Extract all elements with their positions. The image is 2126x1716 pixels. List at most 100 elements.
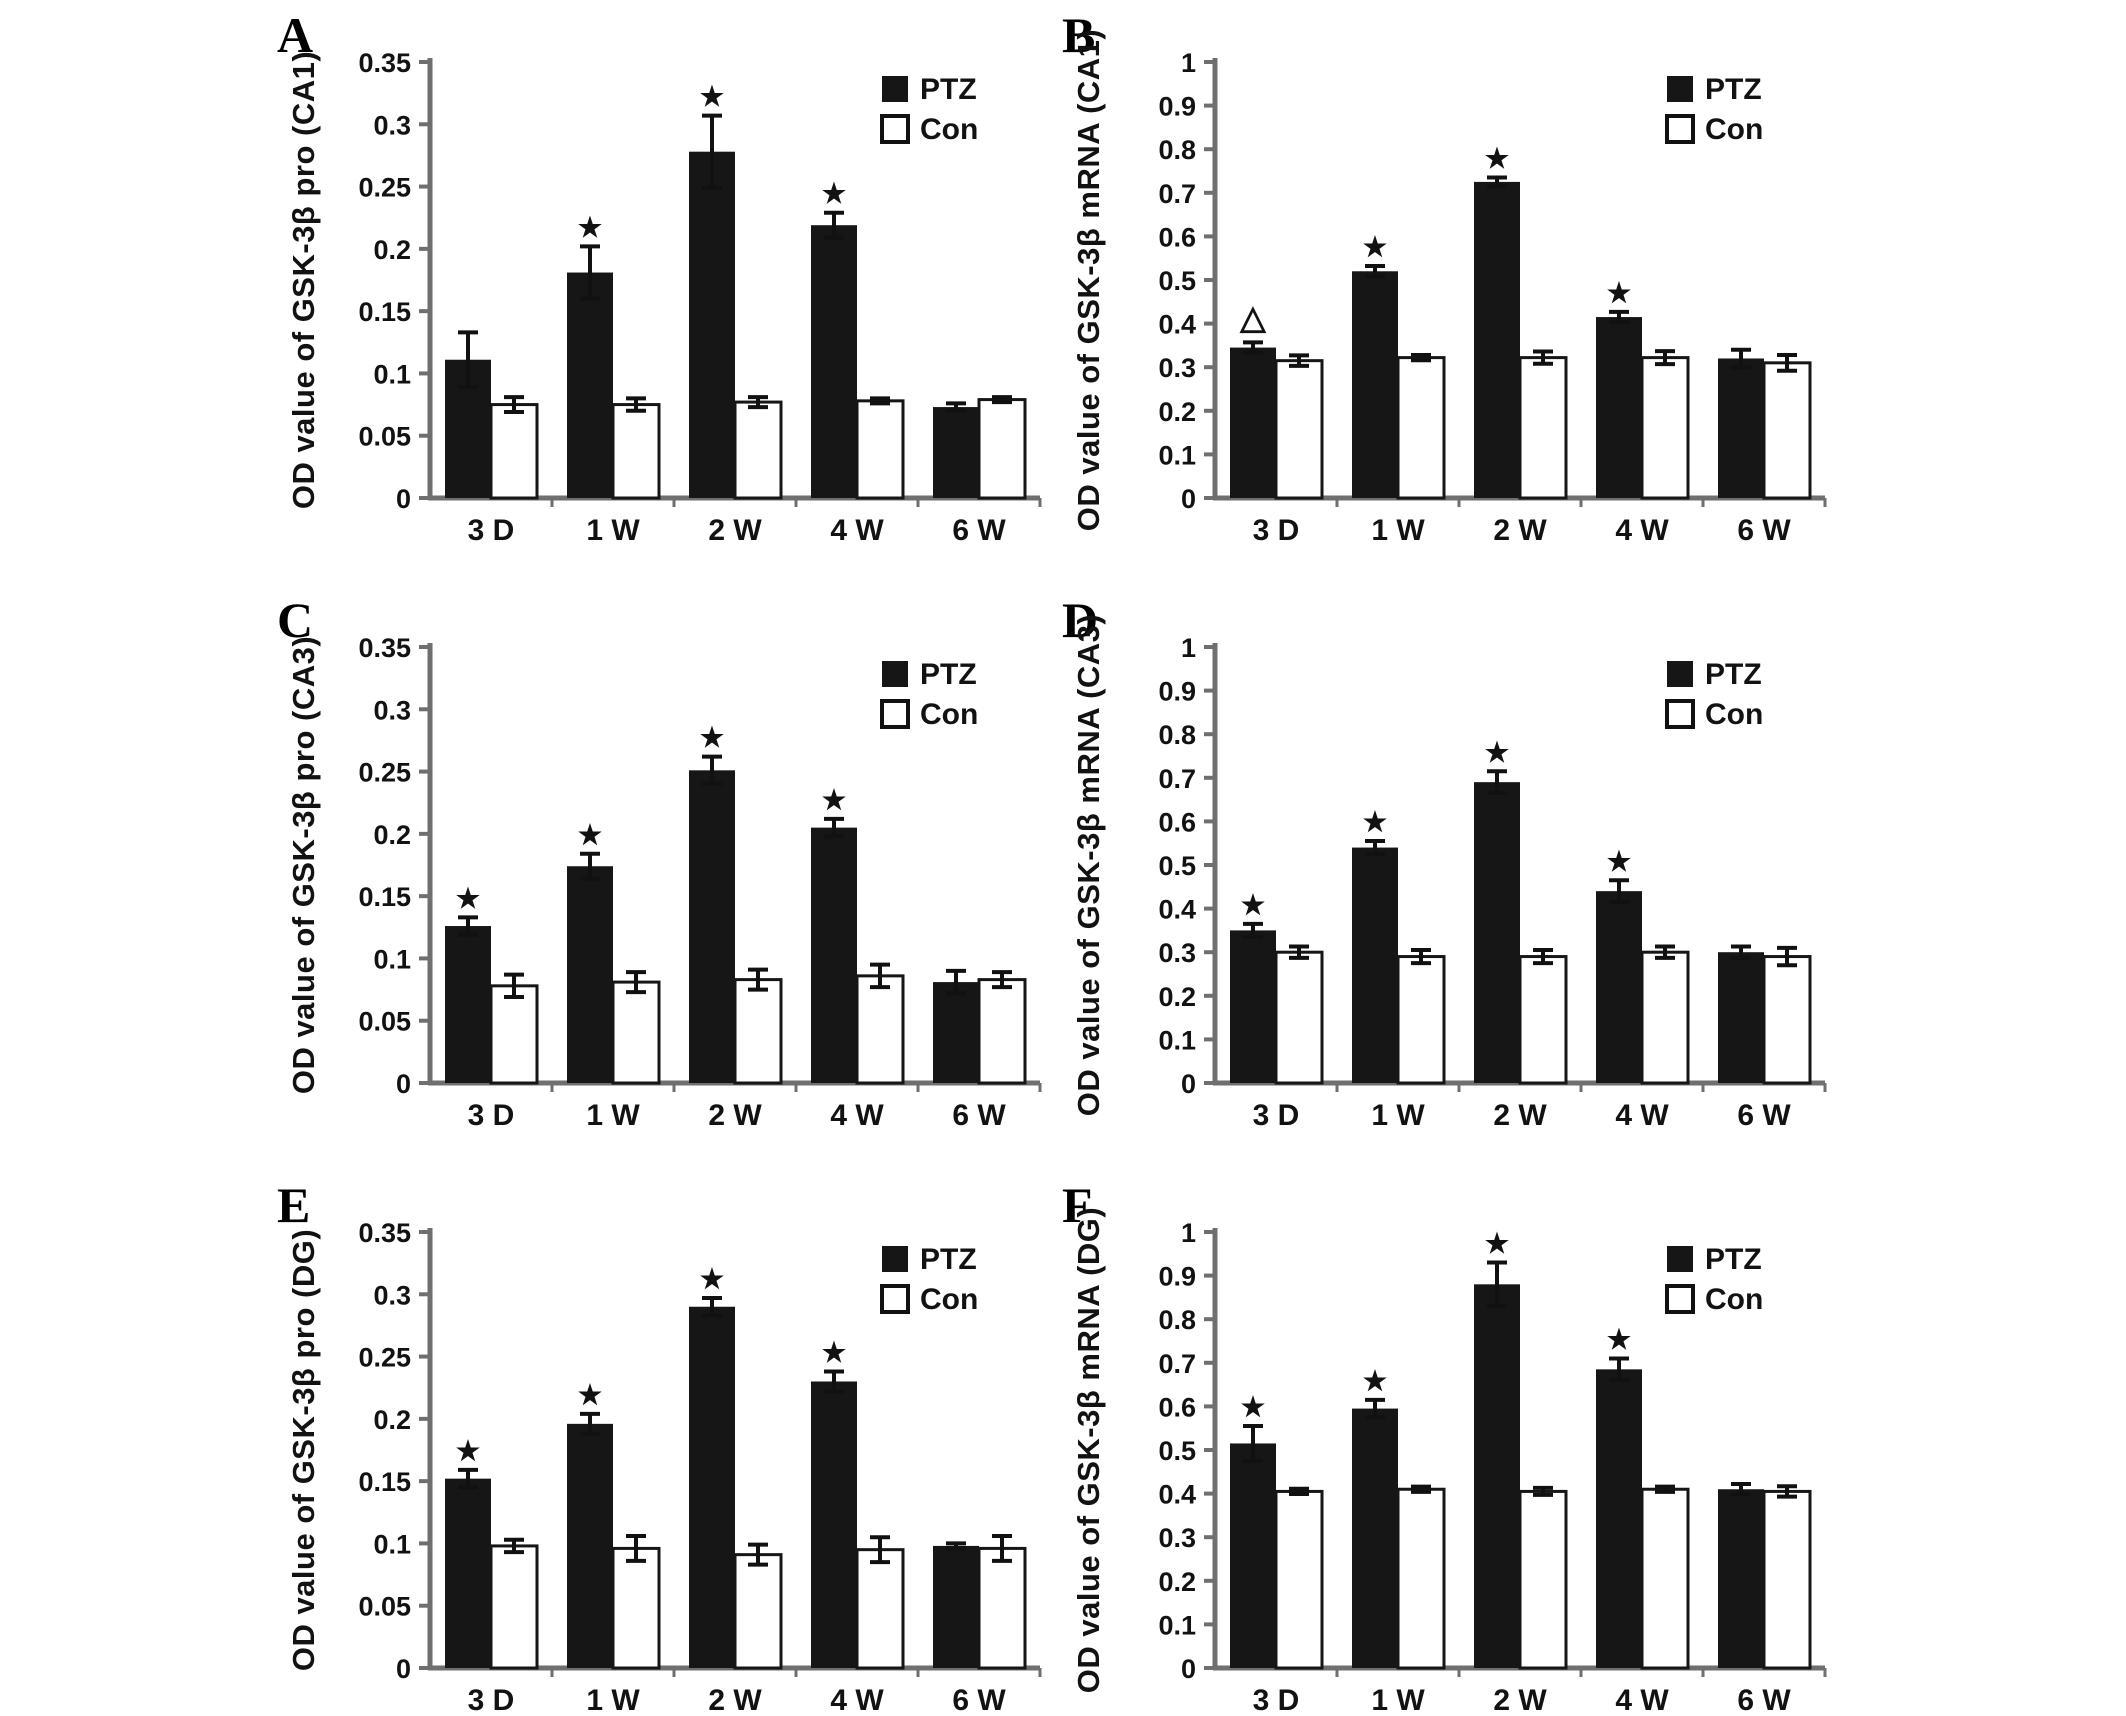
significance-star: ★ [456,883,480,913]
x-category-label: 2 W [1493,514,1547,547]
significance-star: ★ [1363,807,1387,837]
y-tick-label: 0.6 [1158,222,1196,252]
bar-chart-gsk3b-mrna-ca1: 0 0.1 0.2 0.3 0.4 0.5 0.6 0.7 0.8 0.9 1 OD value of… [1071,29,1827,547]
y-tick-label: 0.3 [1158,1523,1196,1553]
y-tick-label: 0.2 [373,235,411,265]
x-category-label: 6 W [952,1684,1006,1716]
y-tick-label: 0.7 [1158,1349,1196,1379]
x-category-label: 3 D [1253,1099,1300,1132]
x-category-label: 1 W [586,1099,640,1132]
con-bar [1518,356,1568,500]
ptz-bar [567,866,613,1083]
y-tick-label: 0.25 [358,173,411,203]
con-bar [611,1546,661,1670]
y-tick-label: 0.25 [358,1343,411,1373]
con-bar [611,980,661,1085]
ptz-bar [445,926,491,1083]
y-tick-label: 0.2 [373,820,411,850]
legend-ptz-swatch [1667,661,1693,687]
y-tick-label: 0.9 [1158,1262,1196,1292]
y-tick-label: 0 [396,1069,411,1099]
y-tick-label: 0 [1181,484,1196,514]
panel-letter-d: D [1062,592,1099,648]
significance-star: ★ [578,820,602,850]
y-tick-label: 1 [1181,1218,1196,1248]
ptz-bar [567,1423,613,1668]
legend-con-swatch [880,1284,910,1314]
y-tick-label: 0.1 [373,944,411,974]
y-axis-label: OD value of GSK-3β pro (CA1) [286,51,321,509]
y-tick-label: 0.35 [358,633,411,663]
y-tick-label: 0.2 [1158,982,1196,1012]
y-tick-label: 0.2 [1158,1567,1196,1597]
ptz-bar [1230,347,1276,498]
con-bar [489,1544,539,1670]
y-tick-label: 0.3 [373,110,411,140]
y-tick-label: 0.1 [1158,1025,1196,1055]
x-category-label: 4 W [1615,1684,1669,1716]
ptz-bar [1352,1408,1398,1668]
con-bar [1640,950,1690,1085]
ptz-bar [689,770,735,1083]
con-bar [733,978,783,1085]
y-tick-label: 0.9 [1158,92,1196,122]
y-tick-label: 0.8 [1158,135,1196,165]
x-category-label: 6 W [1737,1684,1791,1716]
bar-chart-gsk3b-pro-dg: 0 0.05 0.1 0.15 0.2 0.25 0.3 0.35 OD value of GS… [286,1218,1042,1716]
legend-ptz-swatch [882,1246,908,1272]
x-category-label: 3 D [468,1684,515,1716]
y-tick-label: 0.6 [1158,1392,1196,1422]
x-category-label: 1 W [586,514,640,547]
con-bar [1762,361,1812,500]
y-tick-label: 0.1 [373,1529,411,1559]
con-bar [1762,1489,1812,1670]
legend-con-label: Con [920,1283,978,1316]
y-axis-label: OD value of GSK-3β mRNA (CA3) [1071,614,1106,1117]
significance-star: ★ [1241,1392,1265,1422]
x-category-label: 6 W [1737,1099,1791,1132]
y-tick-label: 0.05 [358,422,411,452]
legend-con-label: Con [920,113,978,146]
significance-star: ★ [822,785,846,815]
chart-panel-b: B 0 0.1 0.2 0.3 0.4 0.5 0.6 0.7 0.8 0.9 1 OD value … [1040,10,1855,590]
ptz-bar [1230,930,1276,1083]
y-tick-label: 0.35 [358,48,411,78]
y-tick-label: 0 [1181,1069,1196,1099]
x-category-label: 4 W [830,514,884,547]
chart-panel-e: E 0 0.05 0.1 0.15 0.2 0.25 0.3 0.35 OD value of … [255,1180,1070,1716]
significance-star: ★ [1607,1324,1631,1354]
ptz-bar [1352,271,1398,498]
con-bar [1518,955,1568,1085]
y-tick-label: 0.05 [358,1592,411,1622]
significance-star: ★ [1363,1366,1387,1396]
x-category-label: 3 D [468,1099,515,1132]
significance-star: ★ [1607,278,1631,308]
significance-star: ★ [1485,737,1509,767]
ptz-bar [811,225,857,498]
x-category-label: 2 W [708,514,762,547]
significance-star: ★ [700,1264,724,1294]
ptz-bar [567,272,613,498]
ptz-bar [811,1381,857,1668]
y-tick-label: 0.5 [1158,266,1196,296]
bar-chart-gsk3b-pro-ca1: 0 0.05 0.1 0.15 0.2 0.25 0.3 0.35 OD value of GS… [286,48,1042,547]
y-tick-label: 0.2 [1158,397,1196,427]
significance-star: ★ [456,1436,480,1466]
y-tick-label: 0.1 [1158,440,1196,470]
con-bar [1640,356,1690,500]
con-bar [977,978,1027,1085]
x-category-label: 4 W [830,1099,884,1132]
ptz-bar [933,1545,979,1668]
panel-letter-a: A [277,7,314,63]
legend-ptz-label: PTZ [1705,658,1762,691]
significance-star: ★ [578,1380,602,1410]
significance-star: ★ [822,179,846,209]
panel-letter-f: F [1062,1177,1093,1233]
legend-con-label: Con [920,698,978,731]
ptz-bar [1596,317,1642,498]
ptz-bar [1718,1489,1764,1668]
chart-panel-d: D 0 0.1 0.2 0.3 0.4 0.5 0.6 0.7 0.8 0.9 1 OD value … [1040,595,1855,1175]
y-tick-label: 0.3 [1158,938,1196,968]
ptz-bar [1352,847,1398,1083]
